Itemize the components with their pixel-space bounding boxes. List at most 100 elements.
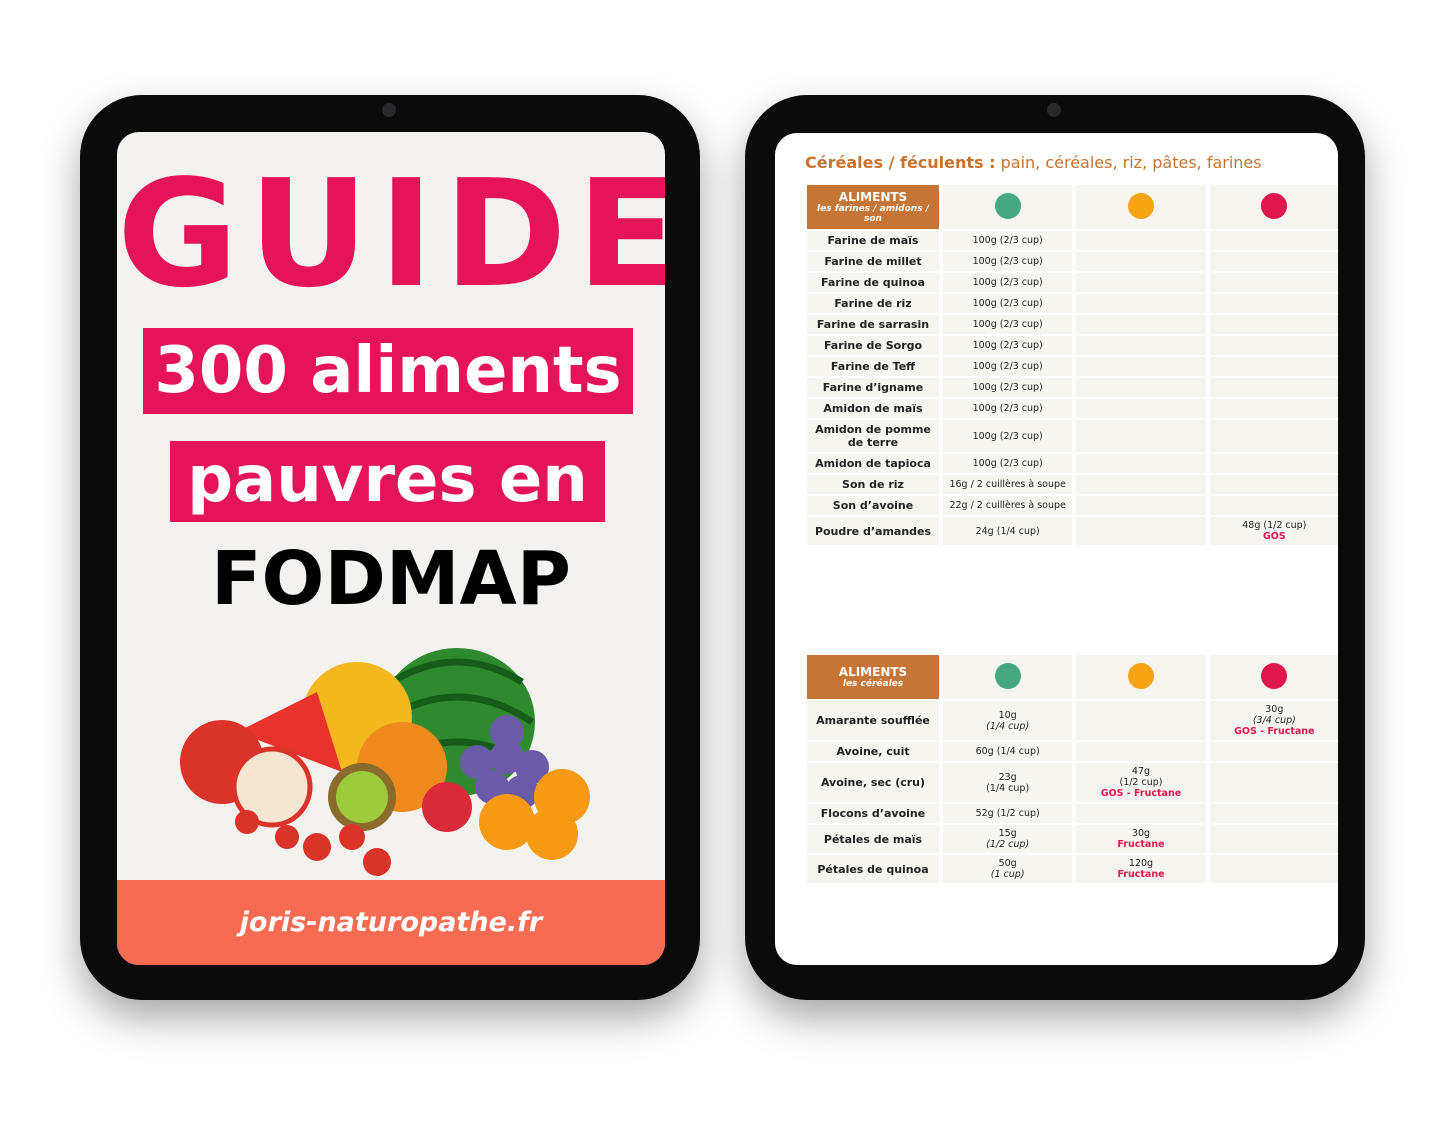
portion-cell	[1076, 231, 1206, 250]
portion-cell	[1076, 294, 1206, 313]
amount: 100g (2/3 cup)	[972, 340, 1043, 351]
table-row: Amarante soufflée 10g (1/4 cup) 30g (3/4 cup…	[807, 701, 1338, 740]
portion: (1/4 cup)	[986, 720, 1030, 732]
portion-cell	[1209, 763, 1338, 802]
portion-cell: 24g (1/4 cup)	[943, 517, 1073, 545]
portion-cell: 52g (1/2 cup)	[943, 804, 1073, 823]
food-name: Farine de Teff	[807, 357, 939, 376]
amount: 22g / 2 cuillères à soupe	[949, 500, 1066, 511]
cover-screen: GUIDE 300 aliments pauvres en FODMAP jor…	[117, 132, 665, 965]
amount: 100g (2/3 cup)	[972, 403, 1043, 414]
table-row: Avoine, cuit 60g (1/4 cup)	[807, 742, 1338, 761]
amount: 15g	[998, 828, 1017, 839]
portion-cell	[1076, 336, 1206, 355]
portion-cell	[1076, 420, 1206, 452]
table-row: Son de riz 16g / 2 cuillères à soupe	[807, 475, 1338, 494]
tablet-cover: GUIDE 300 aliments pauvres en FODMAP jor…	[80, 95, 700, 1000]
portion-cell	[1209, 454, 1338, 473]
amount: 100g (2/3 cup)	[972, 319, 1043, 330]
portion-cell	[1209, 378, 1338, 397]
food-name: Flocons d’avoine	[807, 804, 939, 823]
portion: (3/4 cup)	[1252, 715, 1296, 726]
portion-cell: 100g (2/3 cup)	[943, 273, 1073, 292]
portion-cell	[1209, 357, 1338, 376]
header-sublabel: les céréales	[842, 679, 904, 689]
food-name: Farine de sarrasin	[807, 315, 939, 334]
food-name: Avoine, sec (cru)	[807, 763, 939, 802]
portion-cell: 100g (2/3 cup)	[943, 252, 1073, 271]
portion-cell: 22g / 2 cuillères à soupe	[943, 496, 1073, 515]
amount: 100g (2/3 cup)	[972, 382, 1043, 393]
amount: 52g (1/2 cup)	[975, 808, 1040, 819]
level-dot	[994, 192, 1021, 219]
food-name: Amidon de pomme de terre	[807, 420, 939, 452]
food-name: Son d’avoine	[807, 496, 939, 515]
food-table: ALIMENTS les céréales Amarante soufflée 10g…	[803, 653, 1338, 885]
food-name: Amarante soufflée	[807, 701, 939, 740]
portion-cell	[1209, 496, 1338, 515]
portion-cell: 30g (3/4 cup) GOS - Fructane	[1209, 701, 1338, 740]
cover-line: FODMAP	[210, 536, 572, 622]
header-cell	[1209, 655, 1338, 699]
portion-cell: 10g (1/4 cup)	[943, 701, 1073, 740]
cover-line: pauvres en	[170, 441, 605, 522]
food-name: Amidon de maïs	[807, 399, 939, 418]
amount: 100g (2/3 cup)	[972, 256, 1043, 267]
amount: 100g (2/3 cup)	[972, 361, 1043, 372]
header-label: ALIMENTS	[838, 665, 908, 679]
food-name: Farine de quinoa	[807, 273, 939, 292]
amount: 16g / 2 cuillères à soupe	[949, 479, 1066, 490]
level-dot	[1127, 192, 1154, 219]
portion: (1/2 cup)	[986, 839, 1030, 850]
food-name: Pétales de quinoa	[807, 855, 939, 883]
table-row: Pétales de quinoa 50g (1 cup) 120g Fructane	[807, 855, 1338, 883]
header-cell	[1076, 185, 1206, 229]
portion-cell: 100g (2/3 cup)	[943, 294, 1073, 313]
amount: 47g	[1131, 766, 1151, 777]
portion-cell	[1076, 804, 1206, 823]
amount: 100g (2/3 cup)	[972, 277, 1043, 288]
portion-cell: 100g (2/3 cup)	[943, 454, 1073, 473]
fodmap-type: GOS - Fructane	[1234, 726, 1315, 737]
portion-cell: 100g (2/3 cup)	[943, 315, 1073, 334]
food-name: Farine d’igname	[807, 378, 939, 397]
header-label: ALIMENTS	[838, 190, 908, 204]
amount: 48g (1/2 cup)	[1242, 520, 1307, 531]
portion-cell: 100g (2/3 cup)	[943, 378, 1073, 397]
portion-cell	[1076, 454, 1206, 473]
portion: (1/2 cup)	[1119, 777, 1163, 788]
portion-cell	[1209, 742, 1338, 761]
amount: 100g (2/3 cup)	[972, 298, 1043, 309]
portion-cell: 100g (2/3 cup)	[943, 420, 1073, 452]
amount: 24g (1/4 cup)	[975, 525, 1040, 537]
table-row: Farine de maïs 100g (2/3 cup)	[807, 231, 1338, 250]
portion-cell: 60g (1/4 cup)	[943, 742, 1073, 761]
level-dot	[994, 662, 1021, 689]
amount: 100g (2/3 cup)	[972, 430, 1043, 442]
camera	[1047, 103, 1061, 117]
portion-cell: 50g (1 cup)	[943, 855, 1073, 883]
amount: 100g (2/3 cup)	[972, 235, 1043, 246]
cover-title: GUIDE	[117, 148, 665, 320]
header-row: ALIMENTS les farines / amidons / son	[807, 185, 1338, 229]
table-row: Amidon de maïs 100g (2/3 cup)	[807, 399, 1338, 418]
food-name: Amidon de tapioca	[807, 454, 939, 473]
table-row: Farine de riz 100g (2/3 cup)	[807, 294, 1338, 313]
portion-cell	[1076, 496, 1206, 515]
portion: (1/4 cup)	[986, 782, 1030, 794]
portion-cell	[1076, 315, 1206, 334]
portion-cell	[1209, 273, 1338, 292]
portion-cell	[1076, 273, 1206, 292]
portion-cell: 120g Fructane	[1076, 855, 1206, 883]
portion-cell	[1209, 336, 1338, 355]
camera	[382, 103, 396, 117]
portion-cell: 30g Fructane	[1076, 825, 1206, 853]
header-sublabel: les farines / amidons / son	[817, 204, 929, 224]
portion-cell	[1209, 804, 1338, 823]
food-name: Farine de millet	[807, 252, 939, 271]
table-row: Amidon de tapioca 100g (2/3 cup)	[807, 454, 1338, 473]
fodmap-type: GOS	[1262, 531, 1286, 542]
header-cell	[1076, 655, 1206, 699]
section-heading: Céréales / féculents : pain, céréales, r…	[805, 153, 1262, 172]
portion-cell	[1076, 378, 1206, 397]
